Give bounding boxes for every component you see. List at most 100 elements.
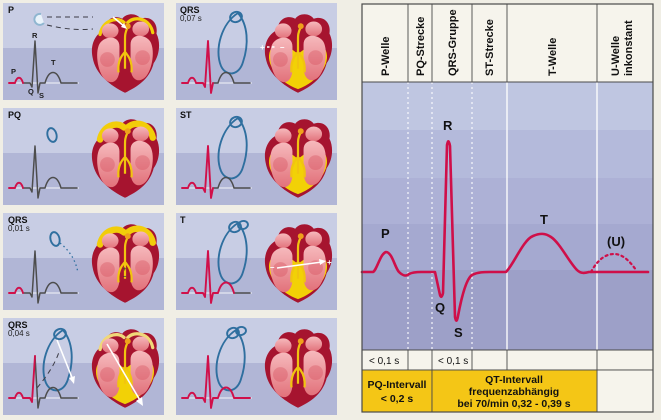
qt-interval-line3: bei 70/min 0,32 - 0,39 s	[457, 398, 570, 410]
panel-label: QRS 0,04 s	[8, 320, 30, 339]
panel-label: P	[8, 5, 14, 15]
mean-vector-arrow	[56, 339, 74, 381]
trace-label-p: P	[11, 67, 16, 76]
polarity-plus: +	[327, 258, 332, 267]
ecg-trace-red-p	[8, 286, 24, 294]
header-labels: P-Welle PQ-Strecke QRS-Gruppe ST-Strecke…	[380, 9, 635, 76]
ecg-trace-red-p	[8, 76, 24, 84]
duration-row: < 0,1 s < 0,1 s	[362, 349, 653, 371]
panel-full-cycle-artwork	[176, 318, 337, 415]
septum-minus: –	[123, 274, 127, 280]
qt-interval-label: QT-Intervall	[485, 374, 543, 386]
col-label-qrs-gruppe: QRS-Gruppe	[447, 9, 459, 76]
panel-qrs-001-artwork: + –	[3, 213, 164, 310]
wave-label-s: S	[454, 325, 463, 340]
panel-qrs-004: QRS 0,04 s	[3, 318, 164, 415]
ecg-trace-red-pr	[8, 355, 36, 403]
t-vector-loop	[217, 222, 248, 285]
header-dividers	[362, 4, 653, 83]
panel-qrs-007-artwork: + –	[176, 3, 337, 100]
qt-interval-line2: frequenzabhängig	[469, 386, 559, 398]
pq-interval-label: PQ-Intervall	[368, 379, 427, 391]
panel-duration-text: 0,01 s	[8, 224, 30, 234]
empty-interval-cell	[596, 369, 654, 413]
interval-row: PQ-Intervall < 0,2 s QT-Intervall freque…	[361, 369, 654, 413]
polarity-minus: –	[270, 263, 275, 272]
st-vector-loop-curl	[229, 115, 243, 129]
qrs-duration: < 0,1 s	[438, 356, 468, 367]
polarity-plus: +	[260, 43, 265, 52]
wave-label-u: (U)	[607, 234, 625, 249]
pq-interval-value: < 0,2 s	[381, 393, 414, 405]
qrs-early-vector-loop	[49, 231, 61, 247]
panel-pq-artwork	[3, 108, 164, 205]
table-outer-border	[361, 3, 654, 413]
qrs-vector-loop-curl	[229, 10, 243, 24]
septum-plus: +	[123, 267, 127, 273]
panel-pq: PQ	[3, 108, 164, 205]
panel-label: ST	[180, 110, 192, 120]
wave-letters: P Q R S T (U)	[381, 118, 625, 340]
pq-interval-box	[361, 369, 433, 413]
col-label-pq-strecke: PQ-Strecke	[415, 17, 427, 76]
ecg-trace-grey	[212, 176, 251, 189]
st-vector-loop	[217, 117, 248, 180]
panel-label-text: QRS	[8, 320, 28, 330]
col-label-st-strecke: ST-Strecke	[484, 19, 496, 76]
panel-st: ST	[175, 108, 338, 205]
panel-label: PQ	[8, 110, 22, 120]
qrs-vector-loop	[217, 12, 248, 75]
qrs-main-loop-curl	[53, 327, 67, 341]
trace-label-t: T	[51, 58, 56, 67]
qrs-main-vector-loop	[42, 329, 73, 392]
column-guides	[407, 82, 598, 350]
wave-label-q: Q	[435, 300, 445, 315]
ecg-trace-grey	[34, 355, 78, 409]
ecg-trace-red-pqrst	[181, 250, 235, 304]
panel-label-text: PQ	[8, 110, 22, 120]
lead-dash-line	[46, 24, 94, 30]
panel-t-wave: – + T	[175, 213, 338, 310]
panel-qrs-004-artwork	[3, 318, 164, 415]
wave-label-p: P	[381, 226, 390, 241]
panel-qrs-007: + – QRS 0,07 s	[175, 3, 338, 100]
p-duration: < 0,1 s	[369, 356, 399, 367]
col-label-u-welle-2: inkonstant	[623, 20, 635, 76]
pq-vector-loop	[46, 127, 58, 143]
summary-loop-curl-2	[235, 326, 247, 336]
ecg-trace-grey	[212, 71, 251, 84]
repolarization-arrow	[276, 261, 323, 269]
t-loop-curl-2	[237, 219, 249, 231]
table-header-bg	[362, 4, 653, 82]
panel-full-cycle	[175, 318, 338, 415]
trace-label-q: Q	[28, 87, 34, 96]
panel-label-text: T	[180, 215, 186, 225]
panel-qrs-001: + – QRS 0,01 s	[3, 213, 164, 310]
ecg-trace-grey	[22, 250, 78, 304]
ecg-segment-table: P-Welle PQ-Strecke QRS-Gruppe ST-Strecke…	[360, 3, 654, 413]
ecg-curve	[360, 140, 650, 322]
mean-vector-arrowhead	[69, 376, 75, 384]
ecg-trace-grey	[22, 40, 78, 94]
ecg-trace-red-pqrs	[181, 145, 214, 199]
panel-duration-text: 0,04 s	[8, 329, 30, 339]
panel-label: QRS 0,01 s	[8, 215, 30, 234]
panel-p-artwork: P Q R S T	[3, 3, 164, 100]
panel-label-text: QRS	[8, 215, 28, 225]
panel-label-text: ST	[180, 110, 192, 120]
excitation-panel-grid: P Q R S T P + – QRS 0,	[3, 3, 338, 415]
ecg-trace-grey	[22, 145, 78, 199]
polarity-minus: –	[280, 43, 285, 52]
u-wave-dotted	[589, 252, 638, 274]
p-vector-loop	[33, 12, 45, 26]
panel-label: T	[180, 215, 186, 225]
heart-vector-arrow	[106, 343, 142, 403]
col-label-p-welle: P-Welle	[380, 36, 392, 76]
qt-interval-box	[431, 369, 598, 413]
ecg-trace-red-pqrs	[181, 40, 214, 94]
panel-st-artwork	[176, 108, 337, 205]
qrs-early-loop-tail	[59, 242, 79, 274]
heart-vector-arrowhead	[136, 397, 143, 406]
summary-loop-curl	[226, 326, 240, 340]
